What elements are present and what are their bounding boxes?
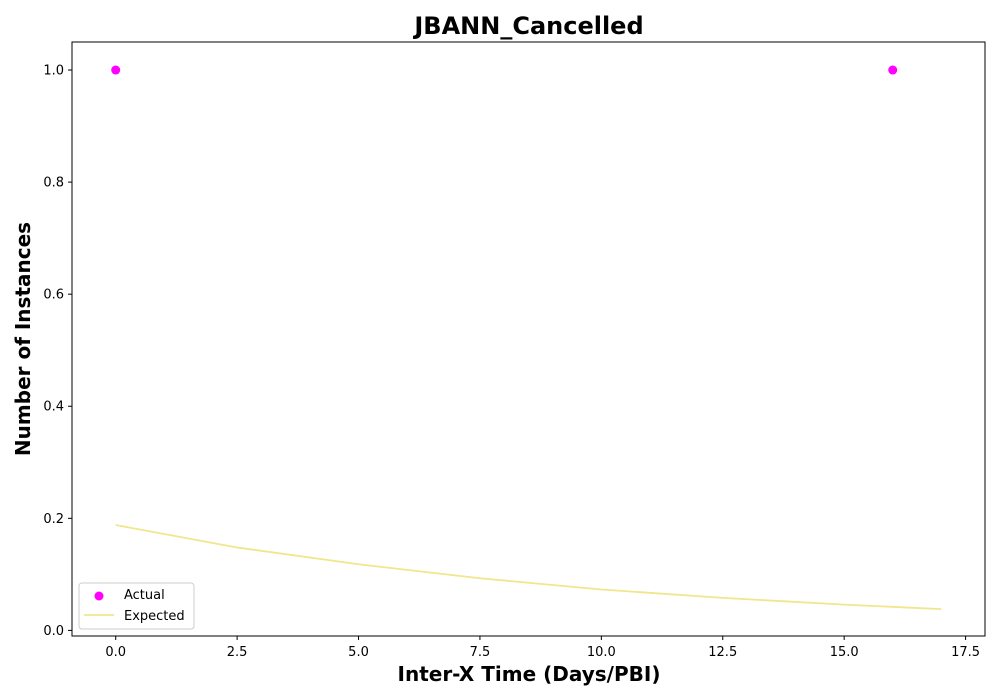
actual-point (111, 65, 121, 75)
y-tick-label: 0.2 (43, 512, 64, 527)
x-tick-label: 2.5 (227, 645, 248, 660)
y-axis-label: Number of Instances (11, 222, 35, 456)
series-layer (111, 65, 942, 610)
legend-box (78, 582, 195, 630)
x-tick-label: 15.0 (830, 645, 859, 660)
legend-actual-marker (94, 591, 104, 601)
x-axis: 0.0 2.5 5.0 7.5 10.0 12.5 15.0 17.5 (105, 636, 980, 660)
plot-area (71, 41, 986, 637)
x-tick-label: 12.5 (708, 645, 737, 660)
y-tick-label: 0.0 (43, 624, 64, 639)
x-tick-label: 0.0 (105, 645, 126, 660)
legend-expected-label: Expected (124, 609, 185, 624)
y-tick-label: 0.4 (43, 400, 64, 415)
chart-title: JBANN_Cancelled (412, 12, 643, 40)
y-tick-label: 0.8 (43, 176, 64, 191)
expected-line (115, 524, 942, 610)
y-tick-label: 0.6 (43, 288, 64, 303)
actual-point (888, 65, 898, 75)
legend-actual-label: Actual (124, 588, 165, 603)
x-tick-label: 10.0 (587, 645, 616, 660)
x-tick-label: 5.0 (348, 645, 369, 660)
x-tick-label: 17.5 (951, 645, 980, 660)
legend: Actual Expected (78, 582, 195, 630)
y-axis: 0.0 0.2 0.4 0.6 0.8 1.0 (43, 64, 72, 639)
x-tick-label: 7.5 (470, 645, 491, 660)
y-tick-label: 1.0 (43, 64, 64, 79)
x-axis-label: Inter-X Time (Days/PBI) (398, 662, 661, 686)
